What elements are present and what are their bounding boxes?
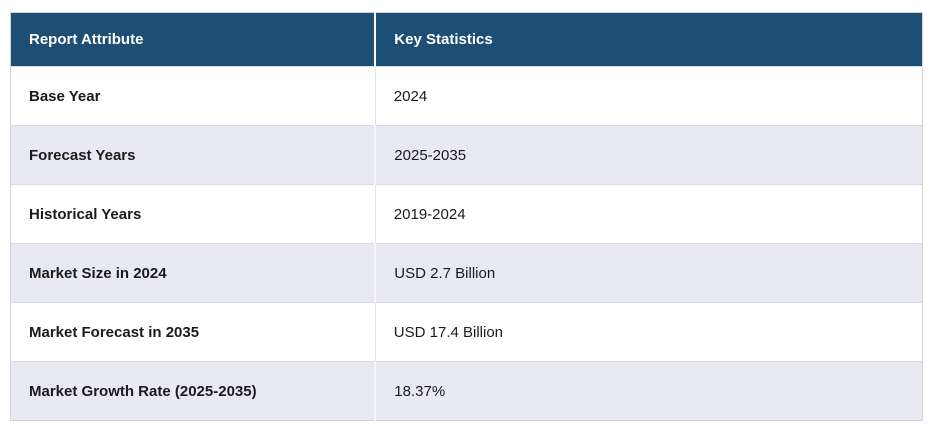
header-row: Report Attribute Key Statistics	[10, 12, 923, 67]
value-cell: 2019-2024	[375, 184, 923, 244]
table-row-market-size-2024: Market Size in 2024 USD 2.7 Billion	[10, 243, 923, 303]
report-summary-table: Report Attribute Key Statistics Base Yea…	[10, 12, 923, 421]
table-row-forecast-years: Forecast Years 2025-2035	[10, 125, 923, 185]
value-cell: 2024	[375, 66, 923, 126]
attribute-cell: Market Forecast in 2035	[10, 302, 376, 362]
column-header-report-attribute: Report Attribute	[10, 12, 377, 67]
table-body: Base Year 2024 Forecast Years 2025-2035 …	[10, 66, 923, 421]
table-row-historical-years: Historical Years 2019-2024	[10, 184, 923, 244]
attribute-cell: Forecast Years	[10, 125, 377, 185]
report-summary-table-container: Report Attribute Key Statistics Base Yea…	[10, 12, 923, 421]
table-row-market-growth-rate: Market Growth Rate (2025-2035) 18.37%	[10, 361, 923, 421]
attribute-cell: Base Year	[10, 66, 376, 126]
table-row-market-forecast-2035: Market Forecast in 2035 USD 17.4 Billion	[10, 302, 923, 362]
value-cell: USD 2.7 Billion	[375, 243, 923, 303]
column-header-key-statistics: Key Statistics	[375, 12, 923, 67]
attribute-cell: Market Size in 2024	[10, 243, 377, 303]
table-row-base-year: Base Year 2024	[10, 66, 923, 126]
attribute-cell: Market Growth Rate (2025-2035)	[10, 361, 377, 421]
value-cell: 2025-2035	[375, 125, 923, 185]
value-cell: USD 17.4 Billion	[375, 302, 923, 362]
table-header: Report Attribute Key Statistics	[10, 12, 923, 67]
attribute-cell: Historical Years	[10, 184, 376, 244]
value-cell: 18.37%	[375, 361, 923, 421]
